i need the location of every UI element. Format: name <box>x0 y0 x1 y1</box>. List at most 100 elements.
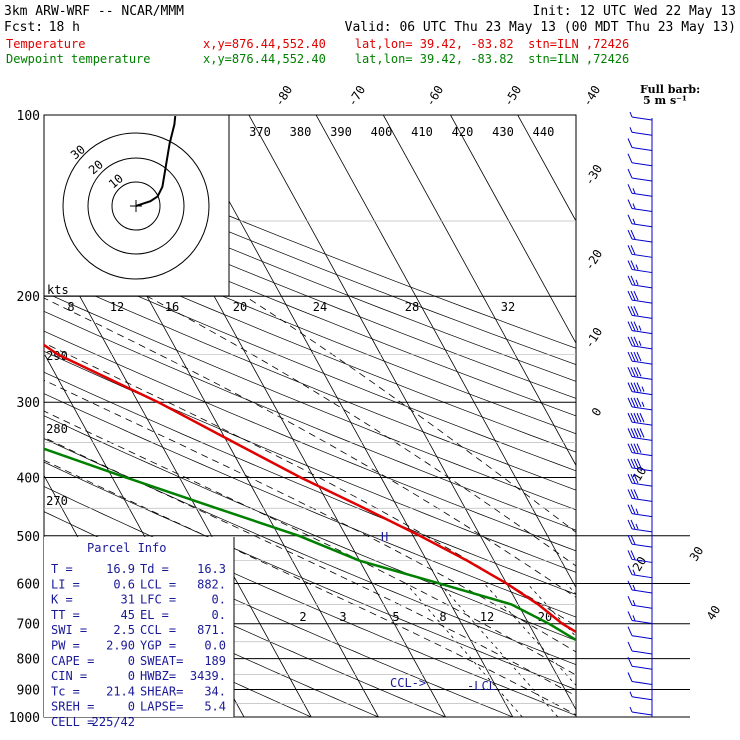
pressure-tick-label: 700 <box>17 618 40 633</box>
isotherm-label: 0 <box>589 405 605 419</box>
wind-barb <box>629 706 653 716</box>
parcel-info-value: CELL = <box>51 715 94 729</box>
wind-barb <box>627 153 653 167</box>
pressure-tick-label: 200 <box>17 290 40 305</box>
wind-barb <box>627 580 653 594</box>
moist-adiabat <box>44 379 576 653</box>
wind-barb <box>629 111 653 121</box>
speed-tick-label: 32 <box>501 300 515 314</box>
parcel-info-value: HWBZ= <box>140 669 176 683</box>
parcel-info-value: 0 <box>128 669 135 683</box>
speed-tick-label: 20 <box>233 300 247 314</box>
parcel-info-value: TT = <box>51 608 80 622</box>
theta-label: 420 <box>452 125 474 139</box>
theta-label: 390 <box>330 125 352 139</box>
isotherm-label: -30 <box>582 162 605 188</box>
isotherm-label: -50 <box>501 83 524 109</box>
isotherm-line <box>450 115 576 345</box>
wind-barb <box>627 489 653 502</box>
legend-dewpoint-info: x,y=876.44,552.40 lat,lon= 39.42, -83.82… <box>203 52 629 66</box>
legend-temperature-info: x,y=876.44,552.40 lat,lon= 39.42, -83.82… <box>203 37 629 51</box>
dry-adiabat <box>44 393 576 618</box>
valid-time: Valid: 06 UTC Thu 23 May 13 (00 MDT Thu … <box>345 20 736 35</box>
speed-tick-label: 8 <box>67 300 74 314</box>
parcel-info-value: CCL = <box>140 623 176 637</box>
parcel-info-value: Tc = <box>51 684 80 698</box>
parcel-info-value: 0 <box>128 654 135 668</box>
speed-tick-label: 24 <box>313 300 327 314</box>
pressure-tick-label: 100 <box>17 109 40 124</box>
parcel-info-title: Parcel Info <box>87 541 166 555</box>
isotherm-label: -70 <box>345 83 368 109</box>
wind-barb <box>627 336 653 350</box>
wind-barb <box>627 382 653 396</box>
parcel-info-value: CIN = <box>51 669 87 683</box>
parcel-info-value: 21.4 <box>106 684 135 698</box>
wind-barb <box>627 565 653 579</box>
hodograph-units: kts <box>47 283 69 297</box>
wind-barb <box>627 672 653 685</box>
parcel-info-value: 871. <box>197 623 226 637</box>
parcel-info-value: LI = <box>51 577 80 591</box>
parcel-info-value: 16.3 <box>197 562 226 576</box>
isotherm-label: 10 <box>630 464 650 484</box>
moist-adiabat <box>146 295 576 567</box>
isotherm-label: -20 <box>582 247 605 273</box>
dry-adiabat <box>44 592 313 717</box>
theta-label: 380 <box>290 125 312 139</box>
wind-barb <box>627 229 653 243</box>
isotherm-label: -10 <box>582 325 605 351</box>
wind-barb <box>627 214 653 228</box>
wind-barb <box>627 351 653 365</box>
model-title: 3km ARW-WRF -- NCAR/MMM <box>4 4 184 19</box>
parcel-info-value: CAPE = <box>51 654 94 668</box>
barb-legend-units: 5 m s⁻¹ <box>643 94 687 107</box>
parcel-info-value: EL = <box>140 608 169 622</box>
parcel-info-value: 2.90 <box>106 639 135 653</box>
parcel-info-value: SWEAT= <box>140 654 183 668</box>
parcel-info-value: LFC = <box>140 593 176 607</box>
parcel-info-value: K = <box>51 593 73 607</box>
parcel-info-value: 0. <box>212 608 226 622</box>
theta-label: 270 <box>46 494 68 508</box>
pressure-tick-labels: 100 200 300 400 500 600 700 800 900 1000 <box>9 109 40 726</box>
theta-label: 440 <box>533 125 555 139</box>
isotherm-label: 20 <box>630 554 650 574</box>
wind-barb <box>627 290 653 304</box>
parcel-info-value: YGP = <box>140 639 176 653</box>
theta-label: 280 <box>46 422 68 436</box>
wind-barb <box>627 168 653 182</box>
isotherm-line <box>315 115 576 589</box>
parcel-info-value: 225/42 <box>92 715 135 729</box>
wind-barb <box>627 596 653 609</box>
mixing-ratio-label: 2 <box>299 610 306 624</box>
theta-label: 430 <box>492 125 514 139</box>
wind-barb <box>627 184 653 197</box>
forecast-hour: 18 h <box>49 20 80 35</box>
wind-barb <box>627 473 653 487</box>
pressure-tick-label: 900 <box>17 683 40 698</box>
parcel-info-value: 3439. <box>190 669 226 683</box>
theta-label: 290 <box>46 349 68 363</box>
parcel-info-value: 189 <box>204 654 226 668</box>
wind-barb <box>627 626 653 640</box>
parcel-info-value: LCL = <box>140 577 176 591</box>
parcel-info-value: 0 <box>128 700 135 714</box>
mixing-ratio-label: 12 <box>480 610 494 624</box>
wind-barb <box>629 691 653 701</box>
wind-barb <box>627 412 653 426</box>
isotherm-line <box>248 115 576 711</box>
moist-adiabat <box>244 295 576 533</box>
isotherm-label: -40 <box>580 83 603 109</box>
isotherm-label: 30 <box>687 544 707 564</box>
barb-legend-title: Full barb: <box>640 83 700 96</box>
dry-adiabat <box>44 371 576 595</box>
dewpoint-profile <box>44 447 576 642</box>
wind-barb <box>627 245 653 258</box>
wind-barb <box>627 611 653 624</box>
speed-tick-label: 28 <box>405 300 419 314</box>
wind-barb <box>627 367 653 380</box>
legend-dewpoint: Dewpoint temperature <box>6 52 151 66</box>
parcel-info-value: 0.6 <box>113 577 135 591</box>
